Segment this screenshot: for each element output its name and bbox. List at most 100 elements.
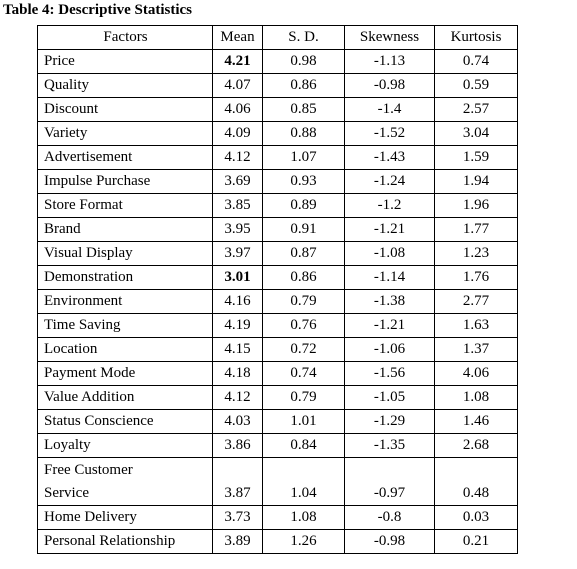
cell-text: 0.93 <box>290 173 317 189</box>
cell-text: 4.16 <box>224 293 251 309</box>
cell-text: 4.12 <box>224 149 251 165</box>
table-row: Status Conscience 4.03 1.01 -1.29 1.46 <box>37 409 518 434</box>
table-row: Time Saving 4.19 0.76 -1.21 1.63 <box>37 313 518 338</box>
value-cell: 4.21 <box>212 49 263 74</box>
cell-text: 0.48 <box>462 485 490 501</box>
cell-text: 0.21 <box>462 533 490 549</box>
value-cell: -1.21 <box>344 313 435 338</box>
cell-text: -1.4 <box>377 101 402 117</box>
table-title: Table 4: Descriptive Statistics <box>3 2 193 18</box>
cell-text: Impulse Purchase <box>44 173 151 189</box>
value-cell: 1.26 <box>262 529 345 554</box>
table-row: Impulse Purchase 3.69 0.93 -1.24 1.94 <box>37 169 518 194</box>
value-cell: 0.88 <box>262 121 345 146</box>
value-cell: 3.73 <box>212 505 263 530</box>
cell-text: 1.08 <box>290 509 317 525</box>
factor-cell: Advertisement <box>37 145 213 170</box>
cell-text: 0.89 <box>290 197 317 213</box>
value-cell: 3.89 <box>212 529 263 554</box>
cell-text: 0.85 <box>290 101 317 117</box>
cell-text: 0.74 <box>290 365 317 381</box>
cell-text: 4.03 <box>224 413 251 429</box>
header-cell: Mean <box>212 25 263 50</box>
cell-text: -1.29 <box>373 413 406 429</box>
value-cell: -0.98 <box>344 529 435 554</box>
value-cell: 0.79 <box>262 385 345 410</box>
value-cell: 4.12 <box>212 145 263 170</box>
table-row: Price 4.21 0.98 -1.13 0.74 <box>37 49 518 74</box>
factor-cell: Variety <box>37 121 213 146</box>
cell-text: 4.21 <box>224 53 251 69</box>
cell-text: Home Delivery <box>44 509 137 525</box>
cell-text: 1.04 <box>290 485 317 501</box>
factor-cell: Demonstration <box>37 265 213 290</box>
factor-cell: Brand <box>37 217 213 242</box>
table-row: Loyalty 3.86 0.84 -1.35 2.68 <box>37 433 518 458</box>
cell-text: 1.59 <box>462 149 490 165</box>
cell-text: Variety <box>44 125 88 141</box>
cell-text: Brand <box>44 221 81 237</box>
value-cell: 0.93 <box>262 169 345 194</box>
value-cell: -1.2 <box>344 193 435 218</box>
value-cell: 3.87 <box>212 457 263 506</box>
table-row: Visual Display 3.97 0.87 -1.08 1.23 <box>37 241 518 266</box>
factor-cell: Visual Display <box>37 241 213 266</box>
value-cell: 2.77 <box>434 289 518 314</box>
value-cell: 4.09 <box>212 121 263 146</box>
value-cell: -1.21 <box>344 217 435 242</box>
factor-cell: Location <box>37 337 213 362</box>
cell-text: Visual Display <box>44 245 133 261</box>
factor-cell: Quality <box>37 73 213 98</box>
value-cell: 1.77 <box>434 217 518 242</box>
value-cell: -1.29 <box>344 409 435 434</box>
table-row: Home Delivery 3.73 1.08 -0.8 0.03 <box>37 505 518 530</box>
table-row: Personal Relationship 3.89 1.26 -0.98 0.21 <box>37 529 518 554</box>
value-cell: 0.76 <box>262 313 345 338</box>
value-cell: -1.24 <box>344 169 435 194</box>
cell-text: Time Saving <box>44 317 121 333</box>
value-cell: 1.08 <box>262 505 345 530</box>
cell-text: 1.23 <box>462 245 490 261</box>
value-cell: 4.18 <box>212 361 263 386</box>
value-cell: 0.84 <box>262 433 345 458</box>
value-cell: 0.87 <box>262 241 345 266</box>
table-row: Demonstration 3.01 0.86 -1.14 1.76 <box>37 265 518 290</box>
value-cell: 0.72 <box>262 337 345 362</box>
cell-text: Quality <box>44 77 89 93</box>
value-cell: 0.91 <box>262 217 345 242</box>
table-row: Brand 3.95 0.91 -1.21 1.77 <box>37 217 518 242</box>
cell-text: 3.95 <box>224 221 251 237</box>
factor-cell: Time Saving <box>37 313 213 338</box>
table-row: Payment Mode 4.18 0.74 -1.56 4.06 <box>37 361 518 386</box>
factor-cell: Impulse Purchase <box>37 169 213 194</box>
value-cell: 4.15 <box>212 337 263 362</box>
header-cell: Skewness <box>344 25 435 50</box>
cell-text: 4.06 <box>224 101 251 117</box>
factor-cell: Loyalty <box>37 433 213 458</box>
cell-text: 1.94 <box>462 173 490 189</box>
cell-text: 0.88 <box>290 125 317 141</box>
factor-cell: Value Addition <box>37 385 213 410</box>
cell-text: 0.76 <box>290 317 317 333</box>
cell-text: 3.89 <box>224 533 251 549</box>
value-cell: 4.03 <box>212 409 263 434</box>
cell-text: 4.18 <box>224 365 251 381</box>
cell-text: -1.21 <box>373 317 406 333</box>
cell-text: 1.46 <box>462 413 490 429</box>
factor-cell: Environment <box>37 289 213 314</box>
value-cell: 1.37 <box>434 337 518 362</box>
header-row: Factors Mean S. D. Skewness Kurtosis <box>37 25 518 50</box>
cell-text: Value Addition <box>44 389 135 405</box>
value-cell: 0.79 <box>262 289 345 314</box>
cell-text: 3.04 <box>462 125 490 141</box>
cell-text: 4.12 <box>224 389 251 405</box>
header-cell: Kurtosis <box>434 25 518 50</box>
cell-text: Personal Relationship <box>44 533 176 549</box>
value-cell: -1.14 <box>344 265 435 290</box>
value-cell: 3.85 <box>212 193 263 218</box>
cell-text: -0.97 <box>373 485 406 501</box>
cell-text: Payment Mode <box>44 365 136 381</box>
cell-text: Loyalty <box>44 437 91 453</box>
cell-text: Status Conscience <box>44 413 154 429</box>
cell-text: 1.63 <box>462 317 490 333</box>
